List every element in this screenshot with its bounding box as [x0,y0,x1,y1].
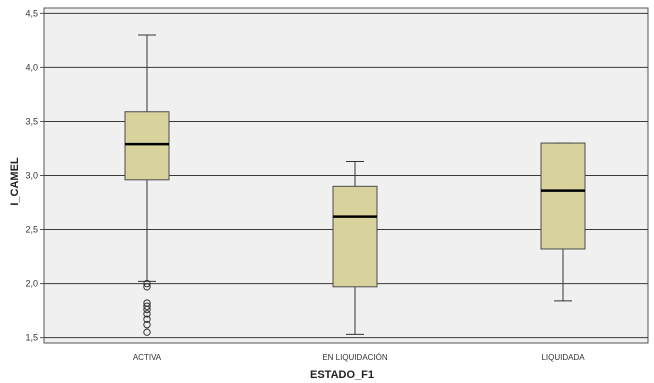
y-axis-title: I_CAMEL [9,157,21,206]
y-tick-label: 3,0 [25,171,38,181]
x-category-label: LIQUIDADA [541,353,585,362]
outlier-point [143,283,151,291]
iqr-box [540,142,586,250]
y-tick-label: 2,0 [25,279,38,289]
box-group [540,142,586,302]
iqr-box [332,185,378,288]
outlier-point [143,302,151,310]
outlier-point [143,279,151,288]
iqr-box [124,111,170,181]
outlier-point [143,310,151,318]
y-tick-label: 4,0 [25,62,38,72]
boxes [124,34,586,336]
y-tick-label: 1,5 [25,333,38,343]
y-tick-label: 4,5 [25,8,38,18]
x-axis-categories: ACTIVA EN LIQUIDACIÓN LIQUIDADA [133,353,585,362]
y-tick-label: 3,5 [25,116,38,126]
outlier-point [143,320,151,329]
y-tick-label: 2,5 [25,225,38,235]
outlier-point [143,328,151,336]
box-group [124,34,170,336]
x-category-label: ACTIVA [133,353,162,362]
y-axis-ticks: 1,5 2,0 2,5 3,0 3,5 4,0 4,5 [25,8,44,343]
outlier-point [143,305,151,314]
box-group [332,160,378,335]
x-axis-title: ESTADO_F1 [310,369,374,381]
x-category-label: EN LIQUIDACIÓN [322,353,388,362]
outlier-point [143,315,151,323]
